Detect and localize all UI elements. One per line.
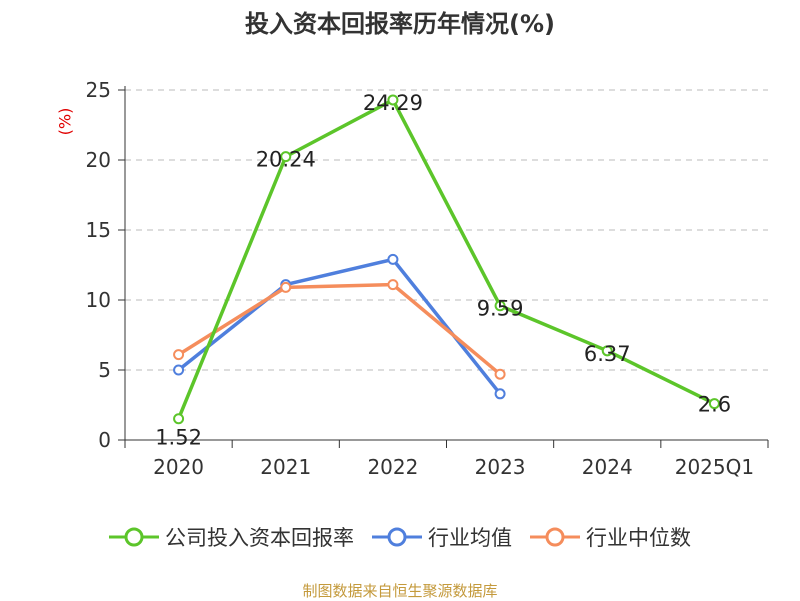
- series-line-0: [176, 98, 716, 420]
- series-0-point-3: [494, 300, 506, 312]
- legend-label-industry-median: 行业中位数: [586, 526, 691, 550]
- y-tick-label-0: 0: [98, 428, 111, 452]
- data-label-3: 9.59: [477, 297, 524, 321]
- data-label-0: 1.52: [155, 426, 202, 450]
- legend-label-industry-mean: 行业均值: [428, 526, 512, 550]
- y-tick-label-2: 10: [86, 288, 111, 312]
- series-2-point-3: [494, 368, 506, 380]
- series-2-point-1: [280, 281, 292, 293]
- x-tick-label-0: 2020: [153, 455, 204, 479]
- data-label-2: 24.29: [363, 91, 423, 115]
- chart-title: 投入资本回报率历年情况(%): [245, 10, 555, 38]
- series-0-point-5: [708, 398, 720, 410]
- series-0-point-0: [173, 413, 185, 425]
- data-label-5: 2.6: [698, 393, 731, 417]
- legend-label-company: 公司投入资本回报率: [165, 526, 354, 550]
- legend-item-industry-mean[interactable]: 行业均值: [372, 522, 512, 552]
- series-2-point-2: [387, 279, 399, 291]
- x-tick-label-3: 2023: [475, 455, 526, 479]
- legend-swatch-company: [109, 527, 159, 547]
- data-source-note: 制图数据来自恒生聚源数据库: [302, 582, 498, 600]
- y-tick-label-4: 20: [86, 148, 111, 172]
- series-0-point-1: [280, 151, 292, 163]
- series-line-2: [177, 282, 502, 376]
- y-tick-label-1: 5: [98, 358, 111, 382]
- legend-item-company[interactable]: 公司投入资本回报率: [109, 522, 354, 552]
- y-tick-label-5: 25: [86, 78, 111, 102]
- x-tick-label-2: 2022: [367, 455, 418, 479]
- series-line-1: [177, 257, 502, 395]
- series-0-point-2: [387, 94, 399, 106]
- series-1-point-2: [387, 253, 399, 265]
- series-1-point-0: [173, 364, 185, 376]
- data-label-1: 20.24: [256, 148, 316, 172]
- x-tick-label-5: 2025Q1: [675, 455, 754, 479]
- legend: 公司投入资本回报率 行业均值 行业中位数: [0, 522, 800, 552]
- legend-item-industry-median[interactable]: 行业中位数: [530, 522, 691, 552]
- series-0-point-4: [601, 345, 613, 357]
- legend-swatch-industry-median: [530, 527, 580, 547]
- legend-swatch-industry-mean: [372, 527, 422, 547]
- series-2-point-0: [173, 349, 185, 361]
- data-label-4: 6.37: [584, 342, 631, 366]
- y-tick-label-3: 15: [86, 218, 111, 242]
- series-1-point-3: [494, 388, 506, 400]
- x-tick-label-4: 2024: [582, 455, 633, 479]
- x-tick-label-1: 2021: [260, 455, 311, 479]
